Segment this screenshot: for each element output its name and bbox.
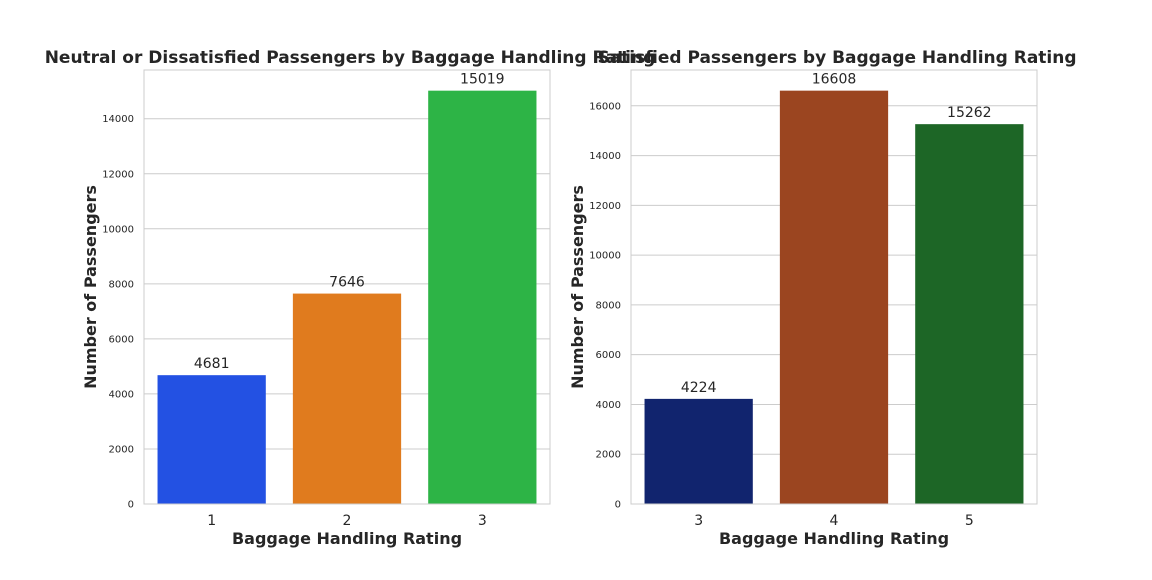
x-axis-label: Baggage Handling Rating: [719, 529, 949, 548]
y-tick-label: 2000: [109, 444, 134, 455]
y-tick-label: 14000: [102, 114, 134, 125]
x-tick-label: 4: [830, 513, 839, 529]
plot-frame: [143, 69, 551, 505]
bar: [292, 293, 402, 504]
chart-panel-1: 0 2000 4000 6000 8000 10000 12000 14000 4681 1 764…: [45, 48, 656, 548]
bar-data-label: 7646: [329, 275, 365, 291]
plot-frame: [630, 69, 1038, 505]
x-tick-label: 3: [694, 513, 703, 529]
y-tick-label: 12000: [102, 169, 134, 180]
x-tick-label: 1: [207, 513, 216, 529]
y-tick-label: 4000: [109, 389, 134, 400]
bar: [779, 90, 889, 504]
y-tick-label: 0: [615, 500, 621, 511]
x-tick-label: 2: [343, 513, 352, 529]
bar-data-label: 4224: [681, 380, 717, 396]
y-tick-label: 6000: [109, 334, 134, 345]
y-tick-label: 10000: [102, 224, 134, 235]
y-tick-label: 2000: [596, 450, 621, 461]
x-tick-label: 5: [965, 513, 974, 529]
y-tick-label: 4000: [596, 400, 621, 411]
chart-title: Neutral or Dissatisfied Passengers by Ba…: [45, 48, 656, 68]
y-tick-label: 8000: [596, 300, 621, 311]
chart-title: Satisfied Passengers by Baggage Handling…: [597, 48, 1076, 68]
bar: [644, 398, 753, 504]
y-tick-label: 6000: [596, 350, 621, 361]
x-axis-label: Baggage Handling Rating: [232, 529, 462, 548]
y-tick-label: 10000: [589, 251, 621, 262]
bar-data-label: 15019: [460, 72, 505, 88]
y-axis-label: Number of Passengers: [568, 185, 587, 389]
y-tick-label: 12000: [589, 201, 621, 212]
bar: [915, 124, 1024, 504]
y-tick-label: 14000: [589, 151, 621, 162]
bar-data-label: 15262: [947, 105, 992, 121]
bar-data-label: 16608: [812, 72, 857, 88]
y-axis-label: Number of Passengers: [81, 185, 100, 389]
y-tick-label: 16000: [589, 101, 621, 112]
x-tick-label: 3: [478, 513, 487, 529]
y-tick-label: 8000: [109, 279, 134, 290]
bar-data-label: 4681: [194, 356, 230, 372]
bar: [428, 90, 537, 505]
y-tick-label: 0: [128, 500, 134, 511]
chart-panel-2: 0 2000 4000 6000 8000 10000 12000 14000 16000 422…: [568, 48, 1077, 548]
bar: [157, 375, 266, 504]
